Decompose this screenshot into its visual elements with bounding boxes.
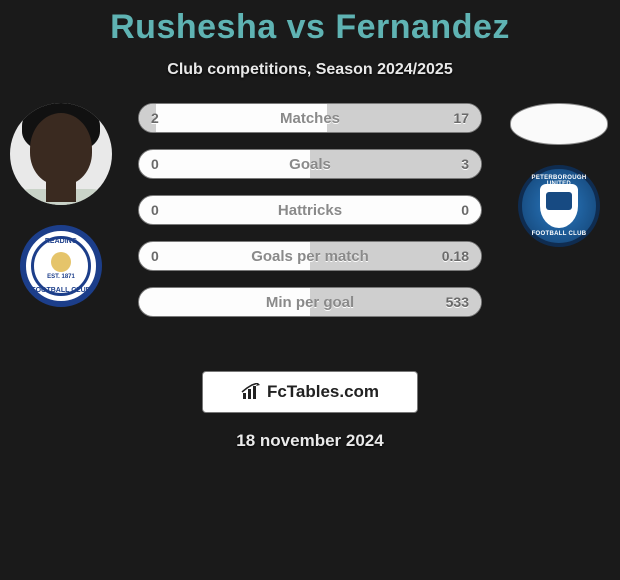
stat-value-right: 17 [453,104,469,132]
stat-label: Goals [139,150,481,178]
stat-value-right: 0.18 [442,242,469,270]
club-badge-right: PETERBOROUGH UNITED FOOTBALL CLUB [518,165,600,247]
stat-value-right: 533 [446,288,469,316]
player-left-photo [10,103,112,205]
stat-row: 0Hattricks0 [138,195,482,225]
chart-icon [241,383,263,401]
page-subtitle: Club competitions, Season 2024/2025 [0,61,620,79]
stat-row: 2Matches17 [138,103,482,133]
page-title: Rushesha vs Fernandez [0,0,620,47]
stat-value-right: 0 [461,196,469,224]
stat-label: Min per goal [139,288,481,316]
stat-value-right: 3 [461,150,469,178]
date-text: 18 november 2024 [0,431,620,451]
brand-box: FcTables.com [202,371,418,413]
stat-label: Matches [139,104,481,132]
stat-row: 0Goals per match0.18 [138,241,482,271]
stat-label: Goals per match [139,242,481,270]
player-right-column: PETERBOROUGH UNITED FOOTBALL CLUB [504,103,614,247]
stat-row: Min per goal533 [138,287,482,317]
brand-text: FcTables.com [267,382,379,402]
comparison-card: Rushesha vs Fernandez Club competitions,… [0,0,620,580]
stats-column: 2Matches170Goals30Hattricks00Goals per m… [138,103,482,333]
stat-label: Hattricks [139,196,481,224]
player-right-photo-placeholder [510,103,608,145]
stat-row: 0Goals3 [138,149,482,179]
club-badge-left: READING EST. 1871 FOOTBALL CLUB [20,225,102,307]
comparison-body: READING EST. 1871 FOOTBALL CLUB PETERBOR… [0,103,620,353]
player-left-column: READING EST. 1871 FOOTBALL CLUB [6,103,116,307]
